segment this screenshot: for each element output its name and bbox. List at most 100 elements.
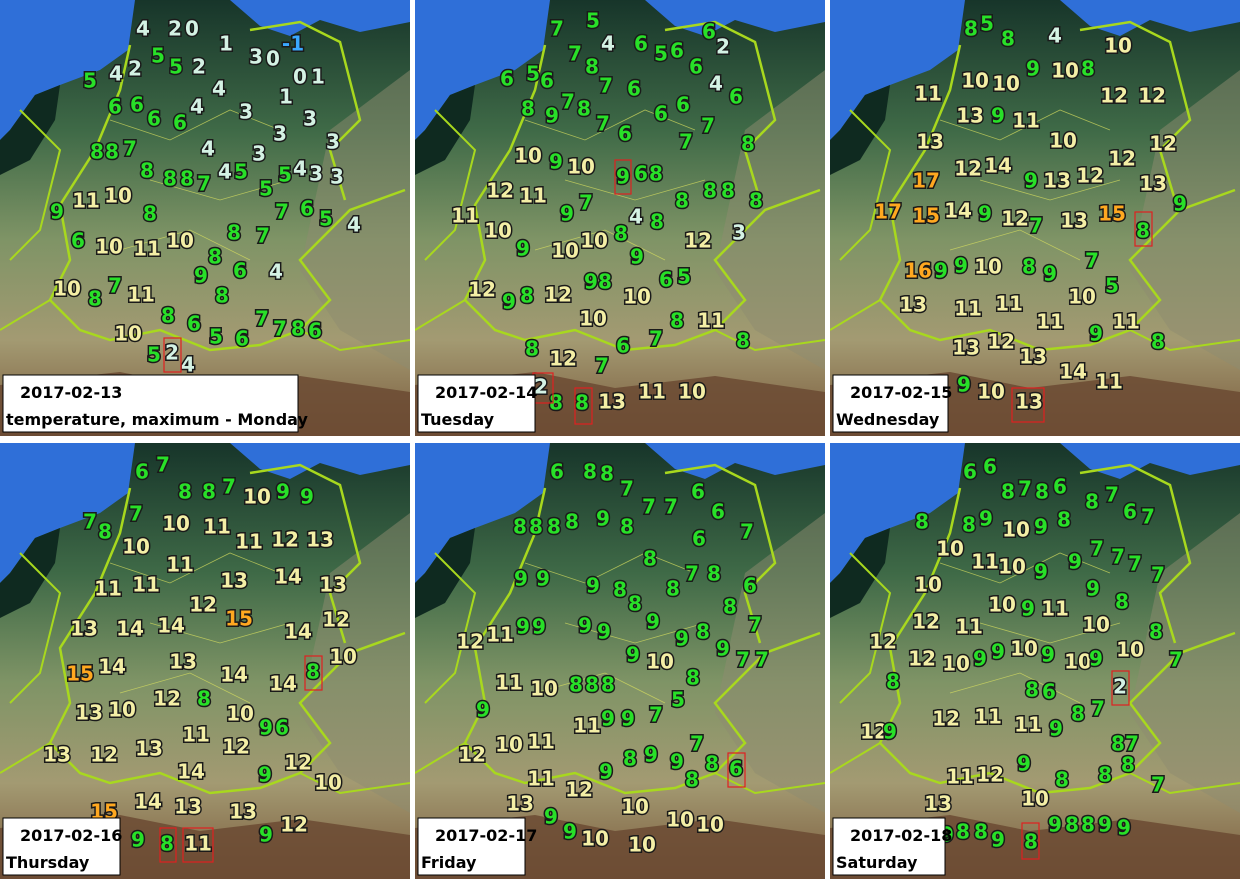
station-value: 7: [595, 354, 609, 378]
highlight-box: [163, 337, 182, 373]
station-value: 6: [550, 460, 564, 484]
station-value: 6: [729, 757, 743, 781]
station-value: 4: [212, 77, 226, 101]
station-value: 9: [991, 640, 1005, 664]
station-value: 9: [194, 264, 208, 288]
station-value: 9: [258, 763, 272, 787]
station-value: 3: [239, 100, 253, 124]
station-value: 8: [90, 140, 104, 164]
station-value: 8: [1121, 753, 1135, 777]
station-value: 7: [649, 327, 663, 351]
station-value: 2: [165, 341, 179, 365]
station-value: 10: [1068, 285, 1096, 309]
station-value: 8: [749, 189, 763, 213]
station-value: 11: [573, 714, 601, 738]
station-value: 6: [689, 55, 703, 79]
station-value: 6: [275, 716, 289, 740]
station-value: 9: [630, 245, 644, 269]
station-value: 13: [956, 104, 984, 128]
station-value: 9: [50, 200, 64, 224]
station-value: 8: [956, 820, 970, 844]
station-value: 10: [551, 239, 579, 263]
station-value: 12: [1100, 84, 1128, 108]
station-value: 6: [173, 111, 187, 135]
station-value: 11: [133, 237, 161, 261]
station-value: 4: [601, 32, 615, 56]
station-value: 7: [748, 613, 762, 637]
station-value: 7: [596, 112, 610, 136]
station-value: 7: [222, 475, 236, 499]
station-value: 11: [203, 515, 231, 539]
station-value: 8: [525, 337, 539, 361]
station-value: 12: [912, 610, 940, 634]
station-value: 6: [1123, 500, 1137, 524]
station-value: 14: [98, 655, 126, 679]
station-value: 10: [1002, 518, 1030, 542]
station-value: 8: [741, 132, 755, 156]
station-value: 7: [599, 74, 613, 98]
station-value: 13: [306, 528, 334, 552]
station-value: 6: [1042, 680, 1056, 704]
station-value: 7: [1085, 249, 1099, 273]
station-value: 12: [860, 720, 888, 744]
station-value: 13: [220, 569, 248, 593]
station-value: 9: [626, 643, 640, 667]
station-value: 8: [600, 462, 614, 486]
station-value: 12: [869, 630, 897, 654]
station-value: 15: [66, 662, 94, 686]
station-value: 6: [659, 268, 673, 292]
station-value: 5: [980, 12, 994, 36]
station-value: 13: [506, 792, 534, 816]
station-value: 7: [642, 495, 656, 519]
station-value: 13: [43, 743, 71, 767]
highlight-box: [614, 159, 632, 195]
station-value: 7: [197, 172, 211, 196]
station-value: 10: [646, 650, 674, 674]
station-value: 9: [516, 615, 530, 639]
station-value: 12: [908, 647, 936, 671]
station-value: 6: [618, 122, 632, 146]
station-value: 9: [131, 828, 145, 852]
highlight-box: [574, 387, 593, 425]
station-value: 6: [634, 162, 648, 186]
station-value: -1: [282, 32, 304, 56]
station-value: 8: [521, 97, 535, 121]
station-value: 10: [581, 827, 609, 851]
station-value: 9: [973, 647, 987, 671]
station-value: 9: [549, 150, 563, 174]
station-value: 8: [721, 179, 735, 203]
highlight-box: [159, 827, 177, 863]
info-box: [2, 817, 121, 876]
station-value: 10: [678, 380, 706, 404]
station-value: 5: [259, 177, 273, 201]
station-value: 10: [974, 255, 1002, 279]
station-value: 8: [705, 752, 719, 776]
station-value: 9: [646, 610, 660, 634]
date-label: 2017-02-14: [435, 383, 537, 402]
station-value: 10: [666, 808, 694, 832]
station-value: 8: [585, 55, 599, 79]
station-value: 11: [946, 765, 974, 789]
station-value: 8: [736, 329, 750, 353]
station-value: 9: [1017, 752, 1031, 776]
station-value: 12: [1108, 147, 1136, 171]
station-value: 9: [1089, 647, 1103, 671]
panel-label: Wednesday: [836, 410, 940, 429]
highlight-box: [727, 752, 746, 788]
station-value: 8: [160, 832, 174, 856]
station-value: 2: [168, 17, 182, 41]
station-value: 8: [1149, 620, 1163, 644]
station-value: 7: [108, 274, 122, 298]
station-value: 13: [174, 795, 202, 819]
station-value: 8: [1081, 813, 1095, 837]
station-value: 4: [201, 137, 215, 161]
station-value: 1: [219, 32, 233, 56]
info-box: [832, 374, 949, 433]
station-value: 9: [1021, 597, 1035, 621]
station-value: 9: [670, 750, 684, 774]
info-box: [832, 817, 946, 876]
station-value: 7: [1091, 697, 1105, 721]
